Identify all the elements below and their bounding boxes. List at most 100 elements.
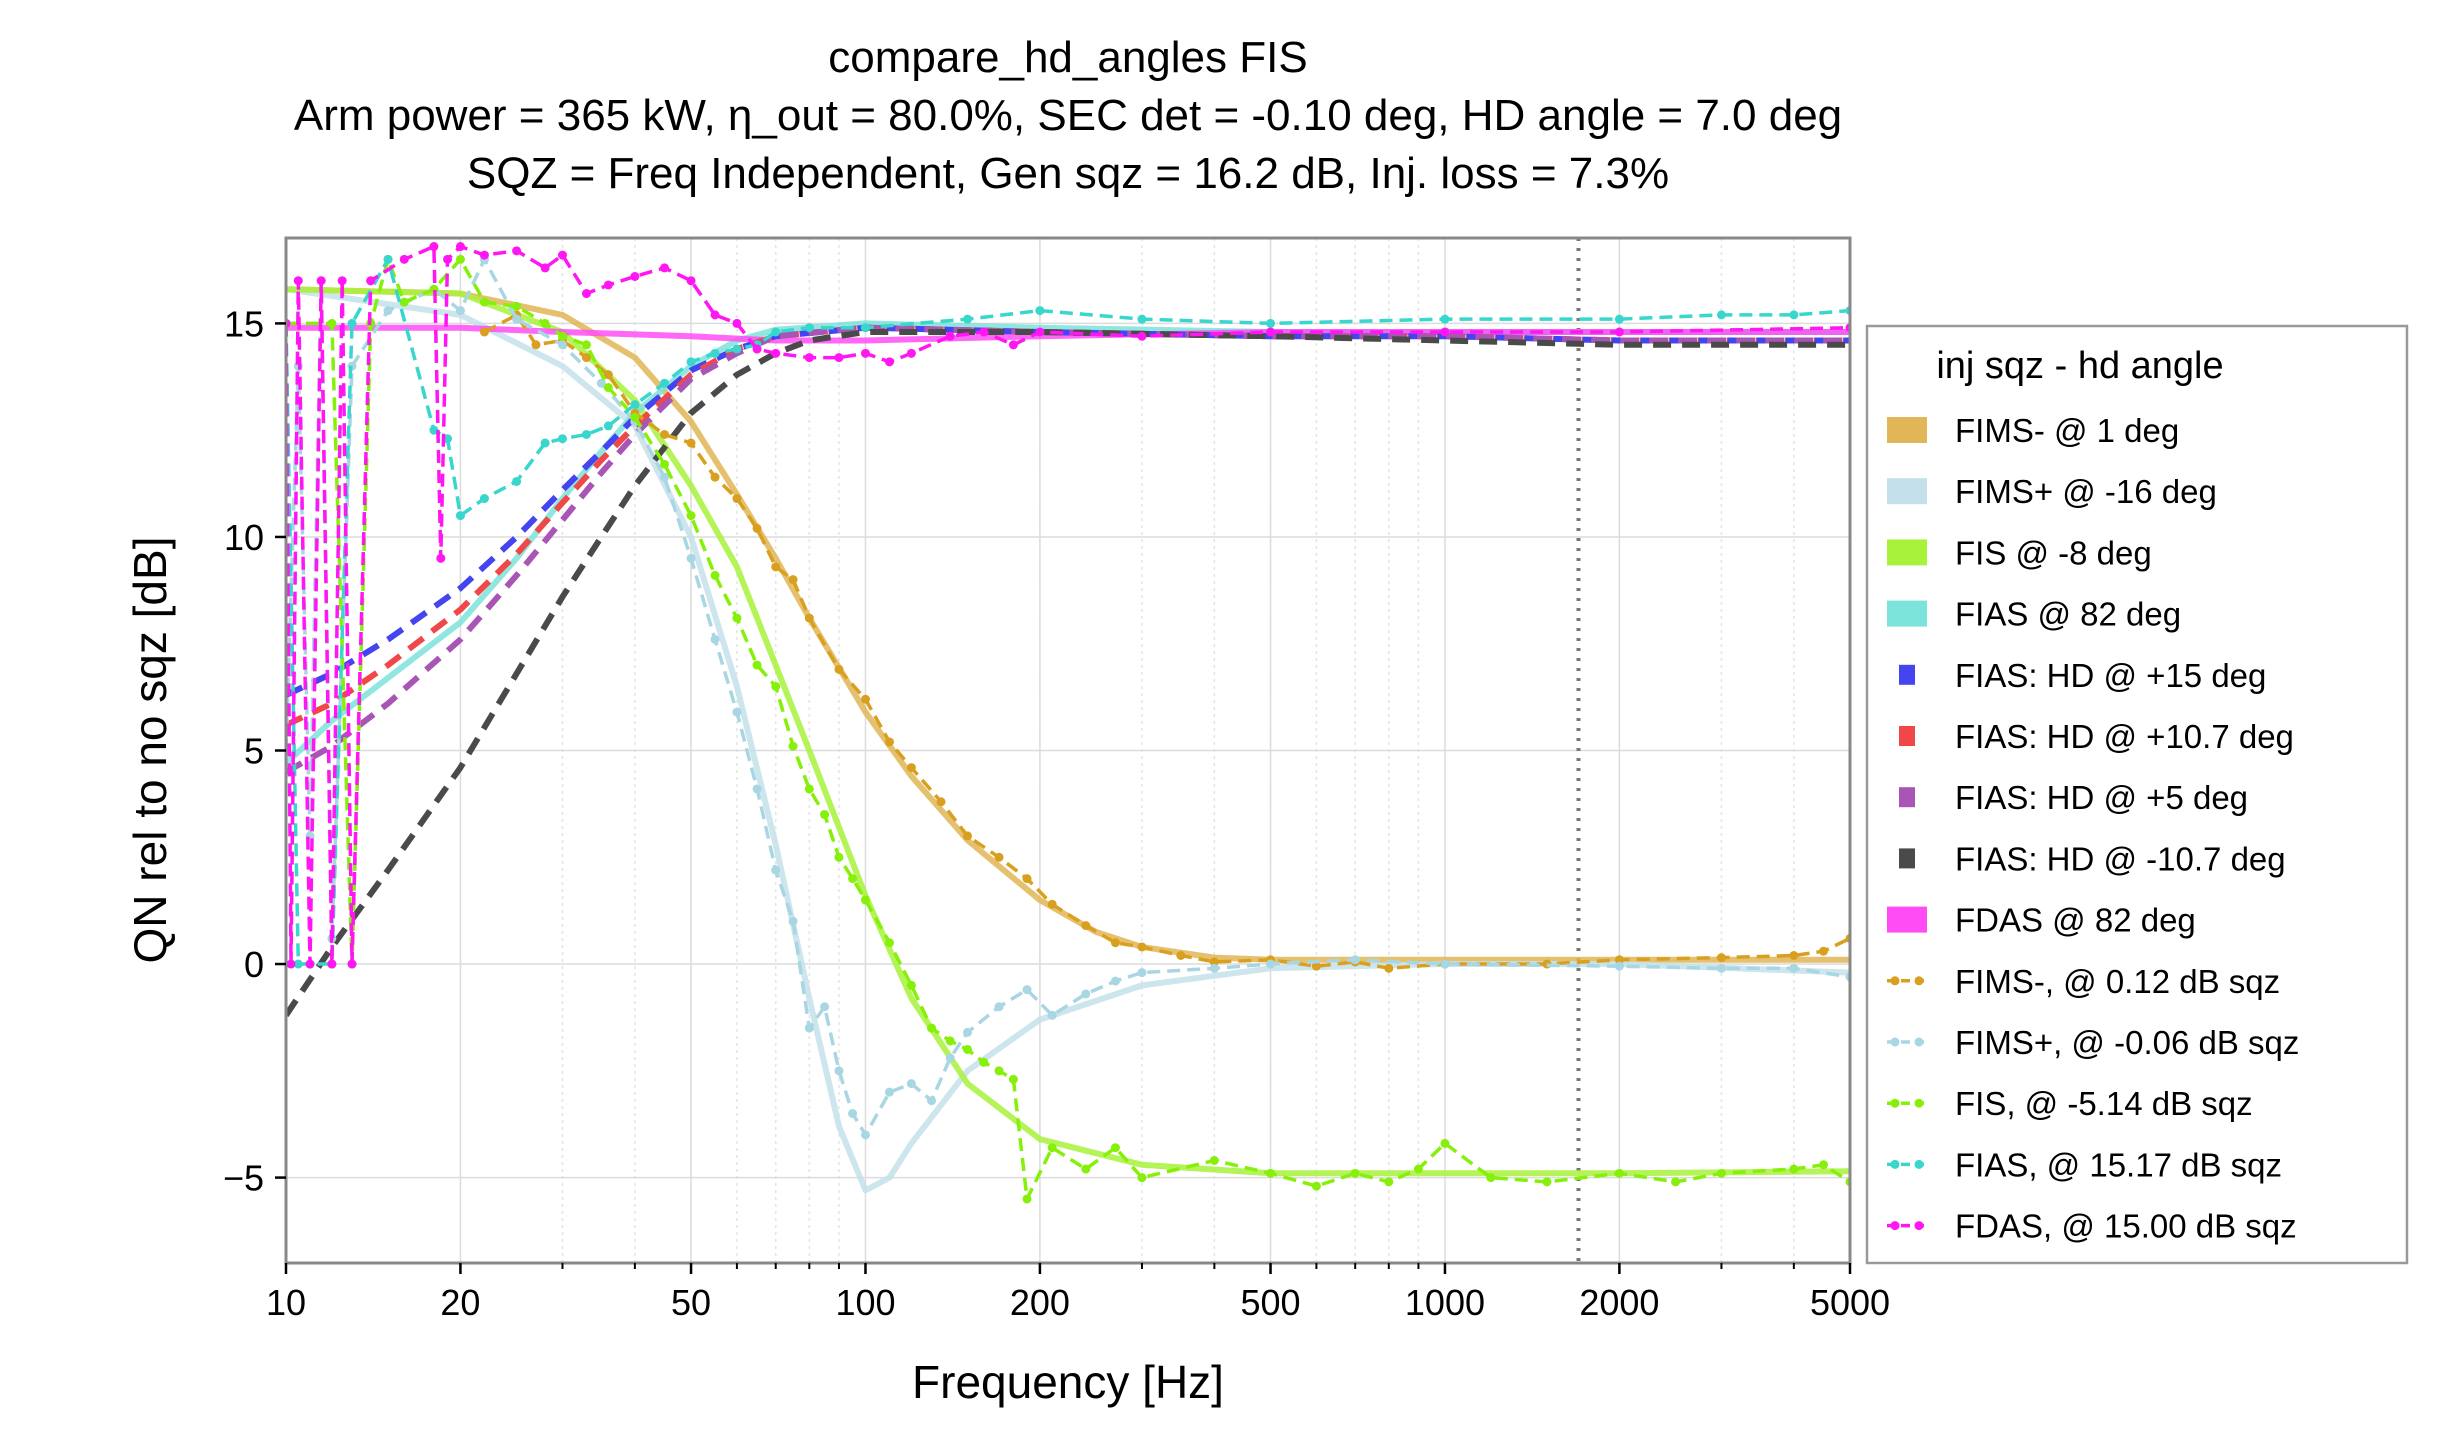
legend-label-12: FIAS, @ 15.17 dB sqz [1955, 1146, 2282, 1183]
series-11-point [820, 810, 830, 820]
series-11-point [834, 852, 844, 862]
series-11-point [1818, 1160, 1828, 1170]
series-11-point [557, 331, 567, 341]
series-9-point [936, 797, 946, 807]
series-line-5 [286, 324, 1850, 728]
legend-swatch-7 [1899, 848, 1915, 869]
series-11-point [1209, 1156, 1219, 1165]
series-13-point [1137, 331, 1147, 341]
series-10-point [994, 1002, 1004, 1012]
series-12-point [860, 323, 870, 333]
chart-subtitle-1: Arm power = 365 kW, η_out = 80.0%, SEC d… [294, 91, 1842, 140]
series-11-point [686, 511, 696, 521]
legend-marker-10 [1890, 1037, 1900, 1047]
legend-items: FIMS- @ 1 deg FIMS+ @ -16 deg FIS @ -8 deg… [1887, 412, 2299, 1245]
series-9-point [710, 472, 720, 482]
legend-label-2: FIS @ -8 deg [1955, 534, 2152, 571]
series-11-point [630, 412, 640, 422]
legend-swatch-0 [1887, 417, 1927, 443]
series-10-point [927, 1096, 937, 1106]
series-12-point [1614, 314, 1624, 324]
x-tick-label: 50 [671, 1282, 711, 1323]
series-9-point [788, 575, 798, 585]
series-9-point [1137, 942, 1147, 952]
series-line-9 [483, 313, 1850, 971]
series-9-point [771, 562, 781, 572]
series-13-point [455, 242, 465, 252]
series-9-point [1209, 957, 1219, 967]
series-11-point [927, 1023, 937, 1033]
series-10-point [834, 1066, 844, 1076]
series-13-point [337, 276, 347, 286]
series-9-point [994, 852, 1004, 862]
legend-swatch-1 [1887, 478, 1927, 505]
series-9-point [1384, 963, 1394, 973]
series-13-point [1008, 340, 1018, 350]
series-13-point [660, 263, 670, 273]
series-9-point [884, 737, 894, 747]
series-10-point [660, 472, 670, 482]
series-11-point [848, 874, 858, 884]
series-13-point [603, 280, 613, 290]
series-11-point [804, 784, 814, 794]
legend-marker-9 [1890, 976, 1900, 986]
legend-label-5: FIAS: HD @ +10.7 deg [1955, 718, 2294, 755]
series-13-point [630, 271, 640, 281]
series-11-point [963, 1044, 973, 1054]
series-10-point [848, 1109, 858, 1119]
series-11-point [455, 254, 465, 264]
series-13-point [512, 246, 522, 256]
series-13-point [286, 959, 296, 969]
series-11-point [1350, 1168, 1360, 1178]
legend-label-9: FIMS-, @ 0.12 dB sqz [1955, 963, 2280, 1000]
y-tick-label: 15 [224, 303, 264, 344]
series-12-point [1716, 310, 1726, 320]
series-10-point [1716, 963, 1726, 973]
series-13-point [771, 348, 781, 358]
series-13-point [906, 348, 916, 358]
series-11-point [1614, 1168, 1624, 1178]
series-9-point [1818, 946, 1828, 956]
legend-swatch-8 [1887, 906, 1927, 933]
series-10-point [771, 865, 781, 875]
series-10-point [963, 1027, 973, 1037]
series-12-point [581, 429, 591, 439]
series-line-6 [286, 324, 1850, 775]
series-11-point [788, 741, 798, 751]
legend-marker-10 [1914, 1037, 1924, 1047]
series-13-point [347, 959, 357, 969]
series-12-point [804, 323, 814, 333]
series-9-point [752, 523, 762, 533]
series-11-point [1266, 1168, 1276, 1178]
x-tick-label: 500 [1240, 1282, 1300, 1323]
series-11-point [1789, 1164, 1799, 1174]
series-11-point [1440, 1138, 1450, 1148]
series-11-point [1384, 1177, 1394, 1187]
series-10-point [860, 1130, 870, 1140]
series-12-point [732, 344, 742, 354]
series-9-point [804, 613, 814, 623]
legend-label-6: FIAS: HD @ +5 deg [1955, 779, 2248, 816]
x-tick-label: 1000 [1405, 1282, 1485, 1323]
series-11-point [884, 938, 894, 948]
series-12-point [293, 959, 303, 969]
legend-label-3: FIAS @ 82 deg [1955, 596, 2181, 633]
series-10-point [383, 306, 393, 316]
series-10-point [804, 1023, 814, 1033]
series-12-point [455, 511, 465, 521]
series-10-point [1440, 959, 1450, 969]
series-9-point [603, 370, 613, 380]
series-11-point [860, 895, 870, 905]
series-11-point [771, 681, 781, 691]
series-10-point [788, 916, 798, 926]
series-11-point [1137, 1173, 1147, 1183]
series-13-point [710, 310, 720, 320]
series-12-point [512, 476, 522, 486]
series-9-point [834, 664, 844, 674]
series-9-point [1047, 899, 1057, 909]
series-line-8 [286, 324, 1850, 344]
series-13-point [429, 242, 439, 252]
series-10-point [1789, 963, 1799, 973]
series-13-point [327, 959, 337, 969]
series-10-point [945, 1053, 955, 1063]
